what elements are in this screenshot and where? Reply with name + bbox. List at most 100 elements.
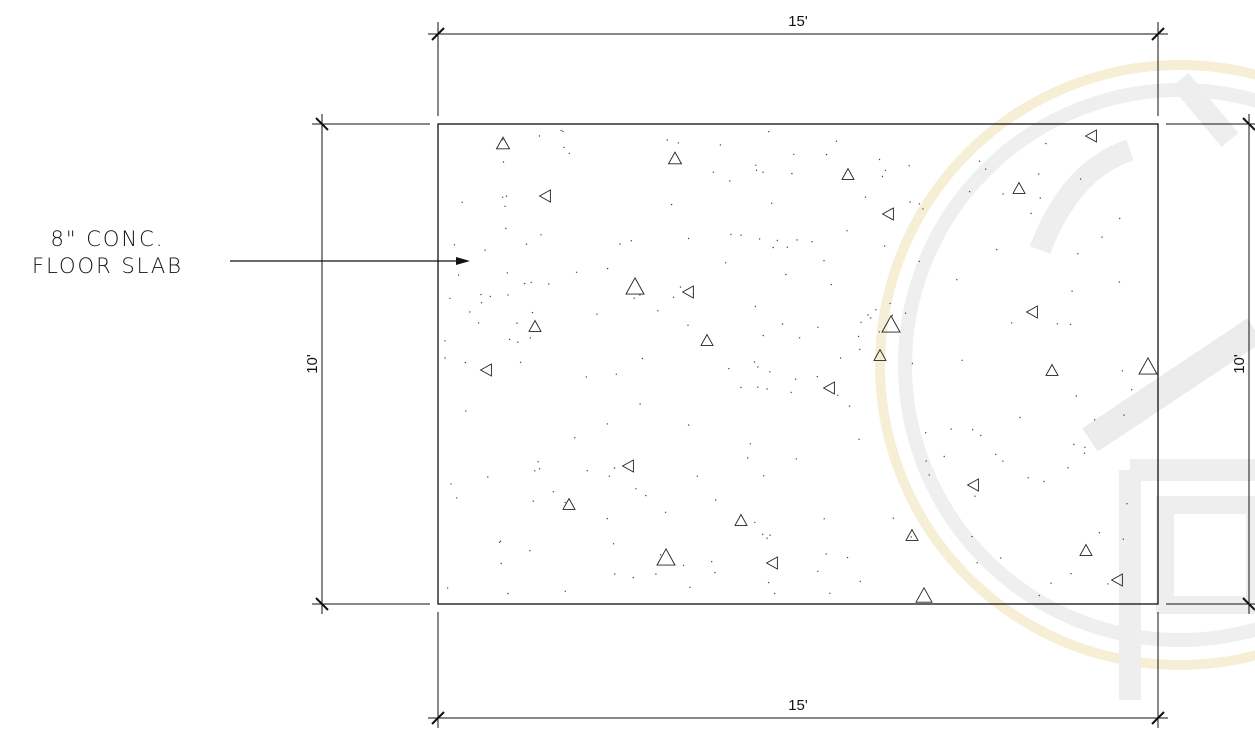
triangle-aggregate-icon — [667, 151, 683, 165]
sand-speckle-dot — [950, 428, 952, 430]
triangle-aggregate-icon — [538, 189, 551, 203]
sand-speckle-dot — [859, 580, 861, 583]
triangle-aggregate-icon — [479, 363, 492, 377]
triangle-aggregate-icon — [1110, 573, 1123, 587]
sand-speckle-dot — [747, 457, 749, 459]
sand-speckle-dot — [817, 326, 819, 328]
dimension-left-label: 10' — [304, 354, 321, 374]
sand-speckle-dot — [846, 230, 848, 232]
sand-speckle-dot — [883, 245, 886, 247]
sand-speckle-dot — [516, 322, 518, 324]
sand-speckle-dot — [889, 302, 891, 305]
sand-speckle-dot — [985, 168, 987, 170]
sand-speckle-dot — [766, 388, 768, 390]
sand-speckle-dot — [1050, 582, 1052, 584]
sand-speckle-dot — [740, 234, 742, 236]
sand-speckle-dot — [538, 468, 541, 470]
sand-speckle-dot — [773, 592, 776, 595]
sand-speckle-dot — [749, 443, 751, 445]
slab-outline — [437, 123, 1159, 605]
sand-speckle-dot — [884, 169, 887, 172]
dimension-bottom-label: 15' — [788, 697, 808, 714]
sand-speckle-dot — [489, 295, 491, 298]
sand-speckle-dot — [1084, 446, 1086, 448]
sand-speckle-dot — [499, 540, 502, 542]
sand-speckle-dot — [1073, 443, 1075, 446]
sand-speckle-dot — [881, 175, 884, 178]
sand-speckle-dot — [1069, 323, 1072, 326]
sand-speckle-dot — [505, 227, 507, 230]
sand-speckle-dot — [1121, 370, 1124, 372]
sand-speckle-dot — [771, 202, 773, 204]
sand-speckle-dot — [753, 361, 756, 363]
sand-speckle-dot — [1123, 414, 1125, 416]
sand-speckle-dot — [794, 378, 797, 380]
sand-speckle-dot — [639, 294, 641, 296]
sand-speckle-dot — [823, 259, 825, 262]
triangle-aggregate-icon — [656, 547, 676, 566]
sand-speckle-dot — [506, 272, 508, 274]
triangle-aggregate-icon — [1084, 129, 1097, 143]
sand-speckle-dot — [498, 541, 501, 543]
sand-speckle-dot — [606, 267, 609, 270]
sand-speckle-dot — [632, 576, 634, 579]
dimension-right-label: 10' — [1231, 354, 1248, 374]
sand-speckle-dot — [477, 322, 480, 324]
sand-speckle-dot — [769, 534, 771, 536]
sand-speckle-dot — [444, 357, 446, 359]
sand-speckle-dot — [725, 262, 727, 264]
sand-speckle-dot — [507, 592, 509, 595]
sand-speckle-dot — [875, 309, 877, 311]
sand-speckle-dot — [858, 438, 860, 440]
sand-speckle-dot — [980, 434, 982, 437]
sand-speckle-dot — [639, 403, 641, 405]
sand-speckle-dot — [796, 239, 798, 241]
sand-speckle-dot — [615, 373, 617, 375]
sand-speckle-dot — [719, 144, 722, 146]
sand-speckle-dot — [534, 470, 536, 472]
sand-speckle-dot — [502, 161, 505, 163]
callout-line-1: 8" CONC. — [50, 227, 165, 251]
sand-speckle-dot — [811, 241, 813, 243]
sand-speckle-dot — [816, 376, 818, 378]
sand-speckle-dot — [537, 461, 539, 463]
sand-speckle-dot — [529, 550, 531, 552]
sand-speckle-dot — [613, 467, 616, 469]
sand-speckle-dot — [480, 293, 482, 296]
sand-speckle-dot — [1045, 142, 1047, 145]
sand-speckle-dot — [563, 146, 565, 149]
triangle-aggregate-icon — [873, 348, 887, 361]
sand-speckle-dot — [825, 153, 828, 156]
watermark-seal — [875, 60, 1255, 700]
sand-speckle-dot — [1101, 236, 1103, 238]
sand-speckle-dot — [922, 208, 924, 210]
triangle-aggregate-icon — [915, 586, 933, 603]
sand-speckle-dot — [574, 437, 576, 439]
sand-speckle-dot — [857, 335, 860, 338]
sand-speckle-dot — [878, 158, 881, 161]
sand-speckle-dot — [870, 317, 872, 319]
sand-speckle-dot — [768, 131, 770, 133]
sand-speckle-dot — [606, 423, 608, 425]
triangle-aggregate-icon — [881, 207, 894, 221]
triangle-aggregate-icon — [1012, 181, 1026, 194]
sand-speckle-dot — [564, 501, 566, 504]
sand-speckle-dot — [891, 314, 893, 317]
sand-speckle-dot — [696, 475, 698, 477]
sand-speckle-dot — [761, 533, 764, 535]
sand-speckle-dot — [711, 561, 713, 563]
sand-speckle-dot — [687, 237, 690, 240]
sand-speckle-dot — [767, 581, 770, 584]
sand-speckle-dot — [525, 243, 528, 245]
sand-speckle-dot — [976, 562, 978, 564]
sand-speckle-dot — [925, 432, 927, 434]
sand-speckle-dot — [925, 460, 927, 462]
sand-speckle-dot — [487, 476, 489, 478]
sand-speckle-dot — [758, 238, 761, 240]
sand-speckle-dot — [867, 314, 869, 316]
callout-line-2: FLOOR SLAB — [32, 254, 183, 278]
sand-speckle-dot — [795, 458, 797, 460]
sand-speckle-dot — [1075, 395, 1078, 397]
sand-speckle-dot — [918, 203, 921, 205]
